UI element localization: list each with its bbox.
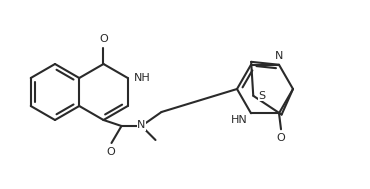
- Text: O: O: [277, 133, 285, 143]
- Text: S: S: [258, 91, 265, 101]
- Text: O: O: [99, 34, 108, 44]
- Text: HN: HN: [231, 115, 248, 125]
- Text: N: N: [137, 120, 146, 130]
- Text: NH: NH: [134, 73, 151, 83]
- Text: N: N: [275, 51, 283, 61]
- Text: O: O: [106, 147, 115, 157]
